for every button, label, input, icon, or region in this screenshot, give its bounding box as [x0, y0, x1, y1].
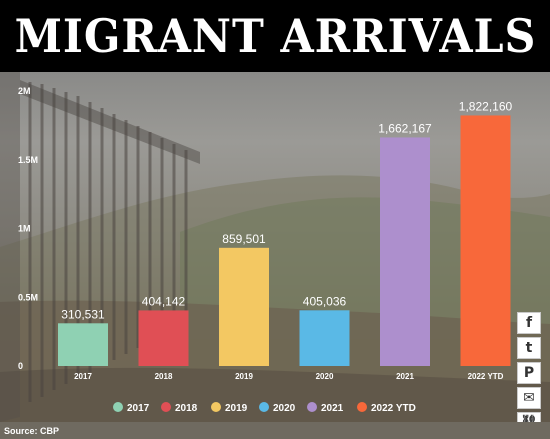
data-label: 404,142 [142, 294, 186, 308]
legend: 2017 2018 2019 2020 2021 2022 YTD [113, 402, 416, 414]
legend-marker [307, 402, 317, 412]
legend-label: 2022 YTD [371, 403, 416, 414]
y-tick-label: 2M [18, 86, 31, 96]
page-title: MIGRANT ARRIVALS [14, 9, 536, 63]
chart-area: 0 0.5M 1M 1.5M 2M 310,531 404,142 859,501 405,0… [0, 72, 550, 422]
source-bar [0, 422, 550, 439]
x-tick-label: 2018 [155, 372, 173, 381]
bar-2020 [299, 310, 350, 366]
x-tick-label: 2017 [74, 372, 92, 381]
source-note: Source: CBP [4, 426, 60, 436]
data-label: 1,822,160 [459, 99, 513, 113]
bar-2022-ytd [460, 115, 511, 366]
legend-label: 2020 [273, 403, 296, 414]
y-tick-label: 0 [18, 361, 23, 371]
legend-label: 2017 [127, 403, 150, 414]
data-label: 1,662,167 [378, 121, 432, 135]
bar-chart: 0 0.5M 1M 1.5M 2M 310,531 404,142 859,501 405,0… [18, 86, 513, 414]
legend-marker [113, 402, 123, 412]
legend-label: 2019 [225, 403, 248, 414]
share-rail: ftP✉⛓≺ [517, 312, 543, 422]
facebook-icon[interactable]: f [517, 312, 541, 334]
data-label: 310,531 [61, 307, 105, 321]
legend-item: 2020 [259, 402, 296, 414]
email-icon[interactable]: ✉ [517, 387, 541, 409]
x-tick-label: 2020 [316, 372, 334, 381]
bars: 310,531 404,142 859,501 405,036 1,662,167 1,8… [58, 99, 513, 366]
x-tick-label: 2022 YTD [468, 372, 504, 381]
title-bar: MIGRANT ARRIVALS [0, 0, 550, 72]
legend-item: 2021 [307, 402, 344, 414]
legend-marker [259, 402, 269, 412]
y-tick-label: 1M [18, 224, 31, 234]
legend-label: 2021 [321, 403, 344, 414]
bar-2021 [380, 137, 430, 366]
legend-item: 2022 YTD [357, 402, 416, 414]
legend-label: 2018 [175, 403, 198, 414]
legend-item: 2017 [113, 402, 150, 414]
y-tick-label: 1.5M [18, 155, 38, 165]
x-tick-label: 2019 [235, 372, 253, 381]
data-label: 859,501 [222, 232, 266, 246]
x-tick-label: 2021 [396, 372, 414, 381]
y-axis: 0 0.5M 1M 1.5M 2M [18, 86, 38, 371]
x-axis: 2017 2018 2019 2020 2021 2022 YTD [74, 372, 504, 381]
bar-2019 [219, 247, 269, 366]
bar-2017 [58, 323, 108, 366]
bar-2018 [138, 310, 189, 366]
legend-item: 2018 [161, 402, 198, 414]
legend-marker [211, 402, 221, 412]
legend-marker [161, 402, 171, 412]
data-label: 405,036 [303, 294, 347, 308]
pinterest-icon[interactable]: P [517, 362, 541, 384]
twitter-icon[interactable]: t [517, 337, 541, 359]
legend-item: 2019 [211, 402, 248, 414]
legend-marker [357, 402, 367, 412]
link-icon[interactable]: ⛓ [517, 412, 541, 422]
y-tick-label: 0.5M [18, 292, 38, 302]
